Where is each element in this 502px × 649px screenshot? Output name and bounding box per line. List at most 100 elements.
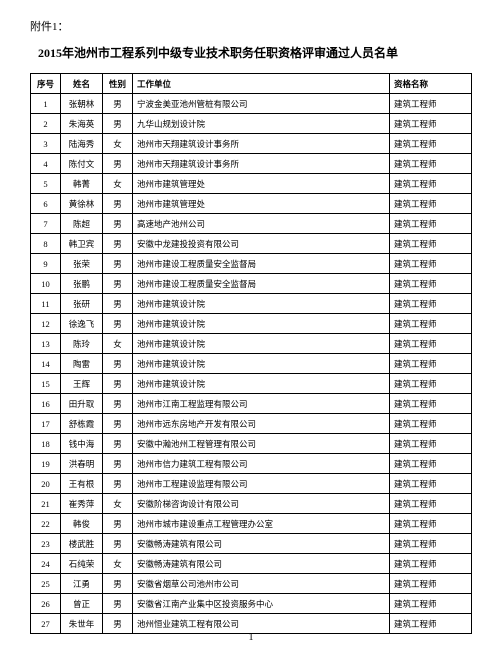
table-cell: 20 <box>31 474 61 494</box>
table-cell: 九华山规划设计院 <box>133 114 390 134</box>
table-cell: 2 <box>31 114 61 134</box>
table-cell: 建筑工程师 <box>390 554 472 574</box>
table-cell: 建筑工程师 <box>390 454 472 474</box>
table-cell: 建筑工程师 <box>390 194 472 214</box>
table-row: 2朱海英男九华山规划设计院建筑工程师 <box>31 114 472 134</box>
table-cell: 建筑工程师 <box>390 334 472 354</box>
table-cell: 22 <box>31 514 61 534</box>
table-row: 18钱中海男安徽中瀚池州工程管理有限公司建筑工程师 <box>31 434 472 454</box>
col-index: 序号 <box>31 74 61 94</box>
table-row: 7陈超男高速地产池州公司建筑工程师 <box>31 214 472 234</box>
table-row: 26曾正男安徽省江南产业集中区投资服务中心建筑工程师 <box>31 594 472 614</box>
table-row: 3陆海秀女池州市天翔建筑设计事务所建筑工程师 <box>31 134 472 154</box>
table-cell: 池州市建筑管理处 <box>133 194 390 214</box>
table-cell: 23 <box>31 534 61 554</box>
table-cell: 池州市建筑设计院 <box>133 374 390 394</box>
table-cell: 池州市工程建设监理有限公司 <box>133 474 390 494</box>
table-cell: 男 <box>103 574 133 594</box>
table-cell: 建筑工程师 <box>390 474 472 494</box>
table-cell: 石纯荣 <box>61 554 103 574</box>
table-cell: 韩卫宾 <box>61 234 103 254</box>
table-cell: 黄徐林 <box>61 194 103 214</box>
table-row: 14陶雷男池州市建筑设计院建筑工程师 <box>31 354 472 374</box>
table-cell: 18 <box>31 434 61 454</box>
table-cell: 建筑工程师 <box>390 134 472 154</box>
table-cell: 安徽省烟草公司池州市公司 <box>133 574 390 594</box>
table-row: 13陈玲女池州市建筑设计院建筑工程师 <box>31 334 472 354</box>
table-cell: 12 <box>31 314 61 334</box>
table-cell: 张鹏 <box>61 274 103 294</box>
table-cell: 建筑工程师 <box>390 294 472 314</box>
table-cell: 建筑工程师 <box>390 494 472 514</box>
table-row: 11张研男池州市建筑设计院建筑工程师 <box>31 294 472 314</box>
table-cell: 男 <box>103 394 133 414</box>
table-row: 16田升取男池州市江南工程监理有限公司建筑工程师 <box>31 394 472 414</box>
table-cell: 男 <box>103 534 133 554</box>
table-cell: 池州恒业建筑工程有限公司 <box>133 614 390 634</box>
table-cell: 男 <box>103 234 133 254</box>
table-row: 17舒栋霞男池州市远东房地产开发有限公司建筑工程师 <box>31 414 472 434</box>
table-cell: 张朝林 <box>61 94 103 114</box>
table-cell: 男 <box>103 594 133 614</box>
table-cell: 建筑工程师 <box>390 614 472 634</box>
table-cell: 建筑工程师 <box>390 114 472 134</box>
col-qualification: 资格名称 <box>390 74 472 94</box>
table-cell: 26 <box>31 594 61 614</box>
table-cell: 王辉 <box>61 374 103 394</box>
table-cell: 安徽省江南产业集中区投资服务中心 <box>133 594 390 614</box>
table-cell: 15 <box>31 374 61 394</box>
table-cell: 男 <box>103 314 133 334</box>
table-cell: 韩菁 <box>61 174 103 194</box>
table-row: 23楼武胜男安徽畅涛建筑有限公司建筑工程师 <box>31 534 472 554</box>
table-cell: 建筑工程师 <box>390 254 472 274</box>
table-cell: 建筑工程师 <box>390 574 472 594</box>
table-cell: 建筑工程师 <box>390 514 472 534</box>
table-row: 15王辉男池州市建筑设计院建筑工程师 <box>31 374 472 394</box>
table-cell: 女 <box>103 494 133 514</box>
table-cell: 池州市建筑设计院 <box>133 314 390 334</box>
table-cell: 男 <box>103 94 133 114</box>
table-cell: 男 <box>103 194 133 214</box>
table-cell: 安徽畅涛建筑有限公司 <box>133 554 390 574</box>
table-cell: 16 <box>31 394 61 414</box>
table-row: 5韩菁女池州市建筑管理处建筑工程师 <box>31 174 472 194</box>
table-cell: 曾正 <box>61 594 103 614</box>
personnel-table: 序号 姓名 性别 工作单位 资格名称 1张朝林男宁波金美亚池州管桩有限公司建筑工… <box>30 73 472 634</box>
table-cell: 男 <box>103 114 133 134</box>
table-cell: 8 <box>31 234 61 254</box>
table-cell: 男 <box>103 214 133 234</box>
table-cell: 男 <box>103 374 133 394</box>
table-cell: 陈玲 <box>61 334 103 354</box>
table-cell: 1 <box>31 94 61 114</box>
table-cell: 男 <box>103 474 133 494</box>
table-cell: 男 <box>103 294 133 314</box>
table-cell: 建筑工程师 <box>390 94 472 114</box>
table-cell: 高速地产池州公司 <box>133 214 390 234</box>
table-cell: 男 <box>103 254 133 274</box>
table-cell: 6 <box>31 194 61 214</box>
table-cell: 张荣 <box>61 254 103 274</box>
table-cell: 池州市建筑设计院 <box>133 334 390 354</box>
table-cell: 池州市建筑设计院 <box>133 294 390 314</box>
table-cell: 陈超 <box>61 214 103 234</box>
table-cell: 池州市天翔建筑设计事务所 <box>133 154 390 174</box>
table-cell: 女 <box>103 334 133 354</box>
table-cell: 14 <box>31 354 61 374</box>
table-cell: 10 <box>31 274 61 294</box>
table-cell: 建筑工程师 <box>390 594 472 614</box>
table-row: 27朱世年男池州恒业建筑工程有限公司建筑工程师 <box>31 614 472 634</box>
table-cell: 池州市建筑管理处 <box>133 174 390 194</box>
table-cell: 安徽畅涛建筑有限公司 <box>133 534 390 554</box>
table-cell: 陈付文 <box>61 154 103 174</box>
table-cell: 女 <box>103 174 133 194</box>
table-cell: 21 <box>31 494 61 514</box>
table-cell: 男 <box>103 274 133 294</box>
table-cell: 建筑工程师 <box>390 394 472 414</box>
table-cell: 池州市远东房地产开发有限公司 <box>133 414 390 434</box>
table-cell: 江勇 <box>61 574 103 594</box>
table-cell: 男 <box>103 354 133 374</box>
col-workplace: 工作单位 <box>133 74 390 94</box>
table-cell: 池州市建筑设计院 <box>133 354 390 374</box>
col-gender: 性别 <box>103 74 133 94</box>
table-row: 21崔秀萍女安徽阶梯咨询设计有限公司建筑工程师 <box>31 494 472 514</box>
